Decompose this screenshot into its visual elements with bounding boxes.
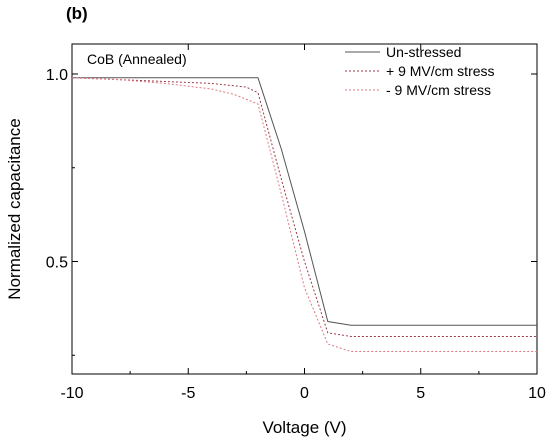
series-line-2: [71, 77, 537, 337]
legend-label: + 9 MV/cm stress: [386, 63, 495, 79]
legend-label: Un-stressed: [386, 44, 461, 60]
x-tick-label: -10: [60, 385, 83, 402]
y-tick-label: 1.0: [46, 67, 68, 84]
chart-annotation: CoB (Annealed): [87, 51, 187, 67]
series-line-1: [72, 77, 537, 326]
x-tick-label: 0: [300, 385, 309, 402]
legend: Un-stressed + 9 MV/cm stress - 9 MV/cm str…: [345, 44, 495, 98]
panel-label: (b): [66, 4, 88, 23]
series-line-3: [71, 77, 537, 352]
y-axis-title: Normalized capacitance: [5, 118, 24, 299]
legend-label: - 9 MV/cm stress: [386, 82, 491, 98]
axis-ticks: -10 -5 0 5 10 0.5 1.0: [46, 44, 546, 402]
y-tick-label: 0.5: [46, 255, 68, 272]
x-tick-label: -5: [181, 385, 195, 402]
x-tick-label: 5: [416, 385, 425, 402]
series-group: [71, 77, 537, 352]
x-axis-title: Voltage (V): [262, 418, 346, 437]
x-tick-label: 10: [528, 385, 546, 402]
